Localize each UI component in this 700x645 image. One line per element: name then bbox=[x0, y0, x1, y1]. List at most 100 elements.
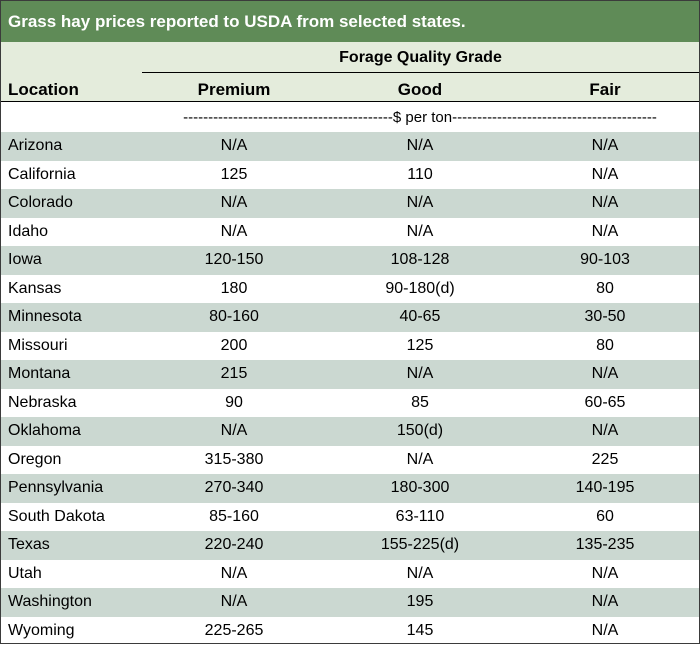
cell-good: 40-65 bbox=[325, 308, 515, 326]
cell-fair: N/A bbox=[510, 422, 700, 440]
cell-good: 108-128 bbox=[325, 251, 515, 269]
cell-location: Oregon bbox=[8, 451, 61, 469]
cell-premium: 225-265 bbox=[139, 622, 329, 640]
cell-location: Minnesota bbox=[8, 308, 82, 326]
cell-location: Iowa bbox=[8, 251, 42, 269]
cell-good: 155-225(d) bbox=[325, 536, 515, 554]
cell-fair: 90-103 bbox=[510, 251, 700, 269]
cell-good: N/A bbox=[325, 137, 515, 155]
cell-location: Texas bbox=[8, 536, 50, 554]
column-header-fair: Fair bbox=[510, 80, 700, 100]
column-header-location: Location bbox=[8, 80, 79, 100]
cell-premium: 90 bbox=[139, 394, 329, 412]
cell-good: 110 bbox=[325, 166, 515, 184]
cell-good: 150(d) bbox=[325, 422, 515, 440]
cell-location: Missouri bbox=[8, 337, 68, 355]
cell-premium: 80-160 bbox=[139, 308, 329, 326]
cell-fair: 80 bbox=[510, 280, 700, 298]
cell-good: 85 bbox=[325, 394, 515, 412]
cell-premium: N/A bbox=[139, 565, 329, 583]
cell-premium: 120-150 bbox=[139, 251, 329, 269]
cell-premium: 180 bbox=[139, 280, 329, 298]
forage-quality-grade-label: Forage Quality Grade bbox=[142, 49, 699, 67]
cell-premium: N/A bbox=[139, 137, 329, 155]
cell-premium: 270-340 bbox=[139, 479, 329, 497]
cell-premium: 125 bbox=[139, 166, 329, 184]
cell-location: Oklahoma bbox=[8, 422, 81, 440]
group-divider bbox=[142, 72, 699, 73]
cell-good: N/A bbox=[325, 451, 515, 469]
cell-location: Washington bbox=[8, 593, 92, 611]
cell-fair: 30-50 bbox=[510, 308, 700, 326]
units-row: ----------------------------------------… bbox=[1, 102, 699, 132]
cell-location: South Dakota bbox=[8, 508, 105, 526]
cell-premium: N/A bbox=[139, 422, 329, 440]
cell-fair: N/A bbox=[510, 622, 700, 640]
cell-good: 63-110 bbox=[325, 508, 515, 526]
table-header: Forage Quality Grade Location Premium Go… bbox=[1, 42, 699, 102]
column-header-good: Good bbox=[325, 80, 515, 100]
cell-fair: 60-65 bbox=[510, 394, 700, 412]
cell-premium: N/A bbox=[139, 223, 329, 241]
cell-fair: N/A bbox=[510, 137, 700, 155]
cell-location: Utah bbox=[8, 565, 42, 583]
cell-fair: 80 bbox=[510, 337, 700, 355]
cell-premium: N/A bbox=[139, 593, 329, 611]
cell-good: 145 bbox=[325, 622, 515, 640]
cell-fair: 60 bbox=[510, 508, 700, 526]
cell-fair: 135-235 bbox=[510, 536, 700, 554]
cell-fair: N/A bbox=[510, 194, 700, 212]
cell-good: N/A bbox=[325, 365, 515, 383]
cell-location: Pennsylvania bbox=[8, 479, 103, 497]
cell-location: Wyoming bbox=[8, 622, 75, 640]
column-header-premium: Premium bbox=[139, 80, 329, 100]
table-title: Grass hay prices reported to USDA from s… bbox=[1, 1, 699, 42]
cell-location: Idaho bbox=[8, 223, 48, 241]
cell-location: California bbox=[8, 166, 76, 184]
units-label: ----------------------------------------… bbox=[161, 109, 679, 126]
cell-good: 195 bbox=[325, 593, 515, 611]
cell-location: Arizona bbox=[8, 137, 62, 155]
cell-location: Kansas bbox=[8, 280, 61, 298]
cell-fair: N/A bbox=[510, 593, 700, 611]
cell-fair: N/A bbox=[510, 365, 700, 383]
cell-premium: 220-240 bbox=[139, 536, 329, 554]
cell-fair: N/A bbox=[510, 565, 700, 583]
cell-location: Montana bbox=[8, 365, 70, 383]
cell-location: Nebraska bbox=[8, 394, 76, 412]
cell-good: 90-180(d) bbox=[325, 280, 515, 298]
cell-fair: N/A bbox=[510, 223, 700, 241]
cell-fair: 225 bbox=[510, 451, 700, 469]
cell-location: Colorado bbox=[8, 194, 73, 212]
cell-good: N/A bbox=[325, 565, 515, 583]
cell-good: N/A bbox=[325, 194, 515, 212]
cell-premium: 215 bbox=[139, 365, 329, 383]
cell-good: 180-300 bbox=[325, 479, 515, 497]
cell-premium: N/A bbox=[139, 194, 329, 212]
cell-premium: 85-160 bbox=[139, 508, 329, 526]
cell-fair: 140-195 bbox=[510, 479, 700, 497]
cell-good: 125 bbox=[325, 337, 515, 355]
cell-fair: N/A bbox=[510, 166, 700, 184]
cell-good: N/A bbox=[325, 223, 515, 241]
